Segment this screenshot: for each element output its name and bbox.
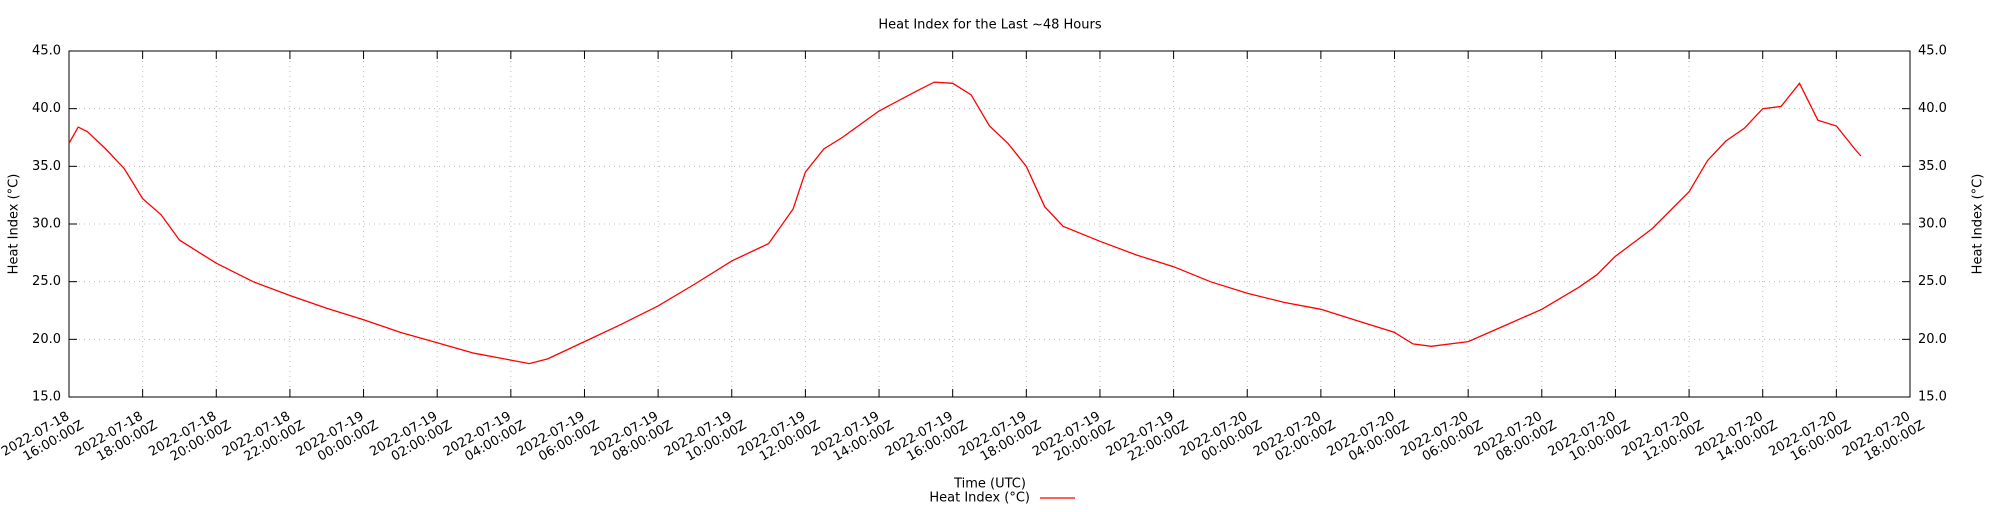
y2-tick-label: 35.0 (1918, 159, 1947, 174)
x-tick-label: 2022-07-2016:00:00Z (1766, 404, 1853, 472)
x-tick-label: 2022-07-1904:00:00Z (441, 404, 528, 472)
x-tick-label: 2022-07-2010:00:00Z (1545, 404, 1632, 472)
x-tick-label: 2022-07-2008:00:00Z (1472, 404, 1559, 472)
y-axis-label: Heat Index (°C) (7, 174, 22, 275)
chart-title: Heat Index for the Last ~48 Hours (878, 18, 1101, 33)
y2-tick-label: 45.0 (1918, 44, 1947, 59)
x-tick-label: 2022-07-1900:00:00Z (293, 404, 380, 472)
x-tick-label: 2022-07-2006:00:00Z (1398, 404, 1485, 472)
y2-axis-label: Heat Index (°C) (1971, 174, 1986, 275)
x-tick-label: 2022-07-1820:00:00Z (146, 404, 233, 472)
x-tick-label: 2022-07-1906:00:00Z (514, 404, 601, 472)
x-tick-label: 2022-07-1920:00:00Z (1030, 404, 1117, 472)
x-tick-label: 2022-07-1910:00:00Z (662, 404, 749, 472)
x-tick-label: 2022-07-2002:00:00Z (1251, 404, 1338, 472)
y2-tick-label: 25.0 (1918, 274, 1947, 289)
x-tick-label: 2022-07-1918:00:00Z (956, 404, 1043, 472)
plot-frame (68, 50, 1911, 398)
y2-tick-label: 40.0 (1918, 101, 1947, 116)
x-tick-label: 2022-07-1922:00:00Z (1103, 404, 1190, 472)
x-tick-label: 2022-07-2014:00:00Z (1693, 404, 1780, 472)
x-tick-label: 2022-07-1912:00:00Z (735, 404, 822, 472)
x-tick-label: 2022-07-1916:00:00Z (883, 404, 970, 472)
x-tick-label: 2022-07-1822:00:00Z (220, 404, 307, 472)
y2-tick-label: 30.0 (1918, 217, 1947, 232)
x-tick-label: 2022-07-1908:00:00Z (588, 404, 675, 472)
y-tick-label: 20.0 (32, 332, 61, 347)
x-tick-label: 2022-07-1914:00:00Z (809, 404, 896, 472)
y-tick-label: 15.0 (32, 390, 61, 405)
x-tick-label: 2022-07-1818:00:00Z (73, 404, 160, 472)
x-tick-label: 2022-07-1902:00:00Z (367, 404, 454, 472)
x-tick-label: 2022-07-2000:00:00Z (1177, 404, 1264, 472)
x-tick-label: 2022-07-2012:00:00Z (1619, 404, 1706, 472)
y-tick-label: 45.0 (32, 44, 61, 59)
x-tick-label: 2022-07-1816:00:00Z (0, 404, 86, 472)
y-tick-label: 25.0 (32, 274, 61, 289)
data-line (68, 81, 1862, 365)
legend-label: Heat Index (°C) (929, 491, 1030, 506)
x-axis-label: Time (UTC) (953, 477, 1026, 492)
y2-tick-label: 15.0 (1918, 390, 1947, 405)
y-tick-label: 35.0 (32, 159, 61, 174)
y-tick-label: 40.0 (32, 101, 61, 116)
x-tick-label: 2022-07-2004:00:00Z (1324, 404, 1411, 472)
x-tick-label: 2022-07-2018:00:00Z (1840, 404, 1927, 472)
y-tick-label: 30.0 (32, 217, 61, 232)
y2-tick-label: 20.0 (1918, 332, 1947, 347)
